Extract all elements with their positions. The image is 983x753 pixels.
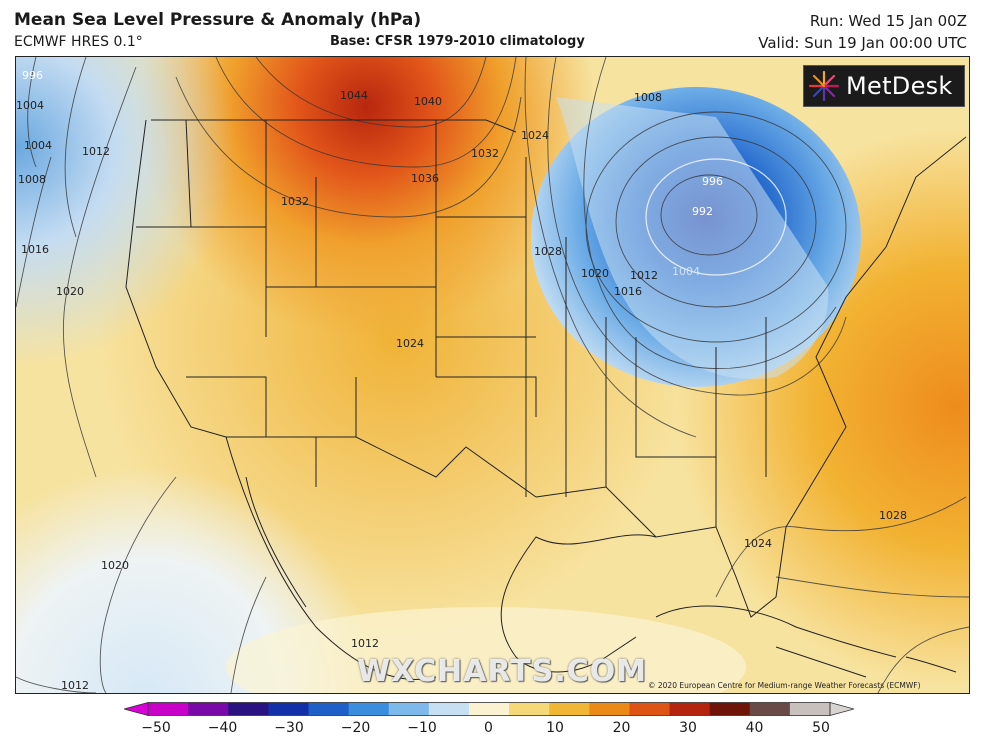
isobar-label: 1032 <box>281 195 309 208</box>
climatology-base-label: Base: CFSR 1979-2010 climatology <box>330 34 585 49</box>
colorbar-cell <box>428 702 470 716</box>
colorbar-high-arrow <box>829 702 854 716</box>
isobar-label: 1016 <box>21 243 49 256</box>
colorbar-cell <box>228 702 269 716</box>
colorbar-cell <box>549 702 590 716</box>
colorbar-tick-label: −50 <box>141 720 171 736</box>
metdesk-logo-text: MetDesk <box>846 72 953 100</box>
colorbar-tick-label: −30 <box>274 720 304 736</box>
isobar-label: 1028 <box>534 245 562 258</box>
gulf-neutral-anomaly <box>226 607 746 693</box>
colorbar-tick-label: 40 <box>745 720 764 736</box>
isobar-label: 1016 <box>614 285 642 298</box>
colorbar-cell <box>348 702 390 716</box>
pressure-anomaly-map: 996 1004 1004 1008 1012 1016 1020 1044 1… <box>15 56 970 694</box>
colorbar-tick-label: 20 <box>612 720 631 736</box>
isobar-label: 1008 <box>18 173 46 186</box>
isobar-label: 996 <box>22 69 43 82</box>
run-time-label: Run: Wed 15 Jan 00Z <box>809 12 967 30</box>
isobar-label: 1004 <box>16 99 44 112</box>
isobar-label: 1020 <box>581 267 609 280</box>
colorbar-tick-label: 0 <box>484 720 493 736</box>
colorbar-cell <box>709 702 751 716</box>
isobar-label: 1008 <box>634 91 662 104</box>
metdesk-logo: MetDesk <box>803 65 965 107</box>
metdesk-starburst-icon <box>808 70 840 102</box>
colorbar-tick-label: 30 <box>679 720 697 736</box>
isobar-label: 1004 <box>672 265 700 278</box>
colorbar-cell <box>589 702 631 716</box>
isobar-label: 992 <box>692 205 713 218</box>
colorbar-cell <box>749 702 791 716</box>
isobar-label: 1012 <box>630 269 658 282</box>
isobar-label: 1004 <box>24 139 52 152</box>
isobar-label: 1024 <box>396 337 424 350</box>
colorbar-cell <box>388 702 430 716</box>
colorbar <box>124 702 854 716</box>
colorbar-cell <box>468 702 510 716</box>
isobar-label: 1020 <box>101 559 129 572</box>
valid-time-label: Valid: Sun 19 Jan 00:00 UTC <box>758 34 967 52</box>
map-canvas: 996 1004 1004 1008 1012 1016 1020 1044 1… <box>16 57 969 693</box>
isobar-label: 1020 <box>56 285 84 298</box>
isobar-label: 1012 <box>61 679 89 692</box>
isobar-label: 1024 <box>521 129 549 142</box>
colorbar-cell <box>509 702 550 716</box>
low-trough-anomaly <box>556 97 829 379</box>
colorbar-cell <box>629 702 671 716</box>
political-boundaries <box>125 119 967 681</box>
model-label: ECMWF HRES 0.1° <box>14 34 143 50</box>
colorbar-cell <box>669 702 711 716</box>
colorbar-tick-label: −20 <box>340 720 371 736</box>
isobar-label: 1040 <box>414 95 442 108</box>
colorbar-cell <box>308 702 350 716</box>
colorbar-tick-label: 50 <box>812 720 830 736</box>
copyright-notice: © 2020 European Centre for Medium-range … <box>648 681 921 690</box>
colorbar-low-arrow <box>124 702 149 716</box>
colorbar-tick-label: −40 <box>207 720 238 736</box>
colorbar-tick-label: 10 <box>546 720 564 736</box>
isobar-label: 1028 <box>879 509 907 522</box>
colorbar-cell <box>148 702 189 716</box>
isobar-label: 1036 <box>411 172 439 185</box>
isobar-label: 996 <box>702 175 723 188</box>
colorbar-cell <box>789 702 831 716</box>
isobar-lines <box>16 57 969 693</box>
isobar-label: 1012 <box>82 145 110 158</box>
isobar-label: 1024 <box>744 537 772 550</box>
isobar-label: 1012 <box>351 637 379 650</box>
isobar-label: 1032 <box>471 147 499 160</box>
colorbar-cell <box>188 702 229 716</box>
colorbar-tick-label: −10 <box>407 720 437 736</box>
isobar-label: 1044 <box>340 89 368 102</box>
wxcharts-watermark: WXCHARTS.COM <box>357 654 648 689</box>
colorbar-frame <box>147 702 831 716</box>
map-title: Mean Sea Level Pressure & Anomaly (hPa) <box>14 10 422 30</box>
colorbar-cell <box>268 702 310 716</box>
isobar-label-group: 996 1004 1004 1008 1012 1016 1020 1044 1… <box>16 69 907 692</box>
